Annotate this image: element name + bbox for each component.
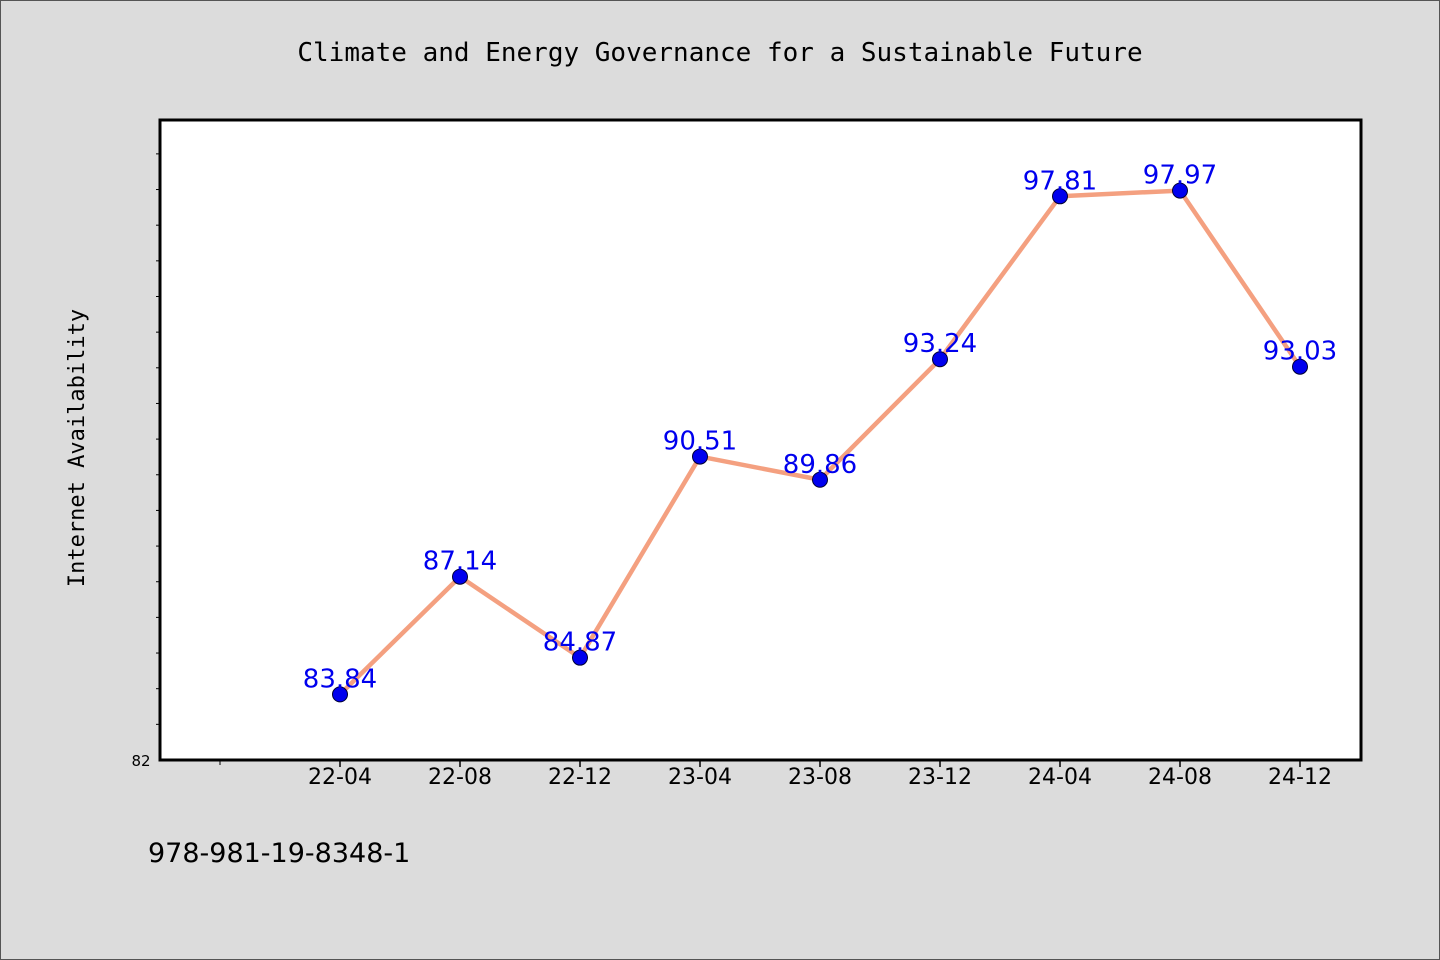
data-point-marker bbox=[692, 448, 708, 465]
x-tick-label: 24-12 bbox=[1268, 765, 1332, 790]
data-point-marker bbox=[452, 568, 468, 585]
x-tick-label: 22-04 bbox=[308, 765, 372, 790]
plot-area bbox=[158, 118, 1363, 762]
y-axis-ticks bbox=[156, 153, 160, 725]
x-tick-label: 24-04 bbox=[1028, 765, 1092, 790]
data-point-marker bbox=[1292, 358, 1308, 375]
data-label: 83.84 bbox=[303, 664, 377, 694]
footer-isbn: 978-981-19-8348-1 bbox=[148, 838, 410, 869]
chart-title: Climate and Energy Governance for a Sust… bbox=[297, 38, 1142, 68]
data-point-marker bbox=[1052, 188, 1068, 205]
data-point-marker bbox=[812, 471, 828, 488]
data-label: 84.87 bbox=[543, 628, 617, 658]
data-label: 97.97 bbox=[1143, 161, 1217, 191]
data-label: 90.51 bbox=[663, 427, 737, 457]
data-label: 97.81 bbox=[1023, 166, 1097, 196]
x-tick-label: 24-08 bbox=[1148, 765, 1212, 790]
x-tick-label: 23-12 bbox=[908, 765, 972, 790]
series-group: 83.84 87.14 84.87 90.51 89.86 93.24 97.81 97.97… bbox=[303, 161, 1337, 703]
data-point-marker bbox=[572, 649, 588, 666]
data-point-marker bbox=[932, 351, 948, 368]
data-label: 89.86 bbox=[783, 450, 857, 480]
x-axis-ticks: 22-04 22-08 22-12 23-04 23-08 23-12 24-04 24-08… bbox=[219, 760, 1332, 790]
data-point-marker bbox=[1172, 182, 1188, 199]
data-label: 87.14 bbox=[423, 547, 497, 577]
data-label: 93.03 bbox=[1263, 337, 1337, 367]
x-tick-label: 23-08 bbox=[788, 765, 852, 790]
data-point-marker bbox=[332, 686, 348, 703]
data-label: 93.24 bbox=[903, 329, 977, 359]
x-tick-label: 22-12 bbox=[548, 765, 612, 790]
x-tick-label: 23-04 bbox=[668, 765, 732, 790]
x-tick-label: 22-08 bbox=[428, 765, 492, 790]
y-axis-label: Internet Availability bbox=[65, 309, 90, 587]
y-tick-label-min: 82 bbox=[131, 752, 150, 770]
